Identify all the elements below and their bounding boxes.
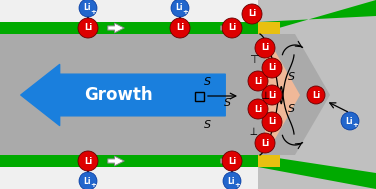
Text: Li: Li <box>228 156 236 166</box>
Text: Li: Li <box>83 4 91 12</box>
Polygon shape <box>258 155 280 167</box>
Text: Li: Li <box>268 118 276 126</box>
Text: Li: Li <box>254 77 262 85</box>
FancyArrowPatch shape <box>21 64 225 125</box>
Circle shape <box>78 18 98 38</box>
Circle shape <box>307 86 325 104</box>
Circle shape <box>341 112 359 130</box>
FancyArrowPatch shape <box>108 156 124 166</box>
Circle shape <box>222 151 242 171</box>
Circle shape <box>223 172 241 189</box>
Text: Li: Li <box>345 116 353 125</box>
Circle shape <box>262 112 282 132</box>
Circle shape <box>255 133 275 153</box>
Text: S: S <box>288 72 296 82</box>
Circle shape <box>78 151 98 171</box>
Text: $\perp$: $\perp$ <box>259 89 271 101</box>
Circle shape <box>242 4 262 24</box>
Text: +: + <box>235 182 240 188</box>
Text: Li: Li <box>84 23 92 33</box>
Text: S: S <box>205 77 212 87</box>
Polygon shape <box>265 51 300 139</box>
Circle shape <box>262 58 282 78</box>
Bar <box>0 34 258 155</box>
FancyArrowPatch shape <box>221 23 237 33</box>
Text: S: S <box>224 98 232 108</box>
Polygon shape <box>258 22 280 34</box>
Text: S: S <box>288 104 296 114</box>
Text: Li: Li <box>227 177 235 185</box>
Text: Li: Li <box>268 64 276 73</box>
Circle shape <box>170 18 190 38</box>
Circle shape <box>222 18 242 38</box>
Text: +: + <box>91 9 96 15</box>
Text: $\perp$: $\perp$ <box>247 125 259 137</box>
FancyArrowPatch shape <box>108 23 124 33</box>
Text: Li: Li <box>84 156 92 166</box>
Text: Li: Li <box>83 177 91 185</box>
Text: Li: Li <box>175 4 183 12</box>
Polygon shape <box>258 155 376 189</box>
Text: $\top$: $\top$ <box>247 53 259 64</box>
Text: +: + <box>353 122 358 128</box>
Text: Li: Li <box>176 23 184 33</box>
Text: +: + <box>183 9 188 15</box>
Bar <box>0 22 258 34</box>
Circle shape <box>255 38 275 58</box>
Bar <box>0 155 258 167</box>
Polygon shape <box>258 34 330 155</box>
Text: Li: Li <box>312 91 320 99</box>
Text: Li: Li <box>254 105 262 114</box>
Text: Li: Li <box>268 91 276 99</box>
Circle shape <box>171 0 189 17</box>
Text: S: S <box>205 120 212 130</box>
FancyArrowPatch shape <box>221 156 237 166</box>
Circle shape <box>79 0 97 17</box>
Text: +: + <box>91 182 96 188</box>
Text: Li: Li <box>228 23 236 33</box>
Polygon shape <box>258 0 376 189</box>
Text: Li: Li <box>248 9 256 19</box>
Text: Li: Li <box>261 139 269 147</box>
Text: Growth: Growth <box>84 86 152 104</box>
Polygon shape <box>258 0 376 34</box>
Circle shape <box>248 99 268 119</box>
Text: Li: Li <box>261 43 269 53</box>
Bar <box>195 92 204 101</box>
Circle shape <box>262 85 282 105</box>
Circle shape <box>248 71 268 91</box>
Circle shape <box>79 172 97 189</box>
